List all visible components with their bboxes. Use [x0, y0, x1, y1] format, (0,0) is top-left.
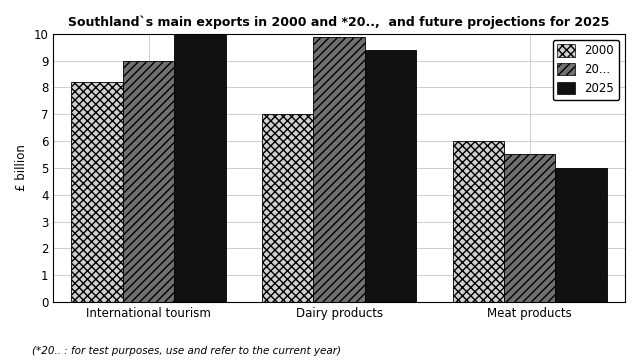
Bar — [504, 154, 556, 302]
Bar — [262, 114, 314, 302]
Bar — [365, 50, 417, 302]
Title: Southland`s main exports in 2000 and *20..,  and future projections for 2025: Southland`s main exports in 2000 and *20… — [68, 15, 610, 28]
Bar — [174, 34, 226, 302]
Text: (*20.. : for test purposes, use and refer to the current year): (*20.. : for test purposes, use and refe… — [32, 346, 341, 356]
Bar — [314, 36, 365, 302]
Bar — [72, 82, 123, 302]
Bar — [452, 141, 504, 302]
Y-axis label: £ billion: £ billion — [15, 144, 28, 191]
Bar — [556, 168, 607, 302]
Bar — [123, 60, 174, 302]
Legend: 2000, 20..., 2025: 2000, 20..., 2025 — [553, 40, 619, 100]
